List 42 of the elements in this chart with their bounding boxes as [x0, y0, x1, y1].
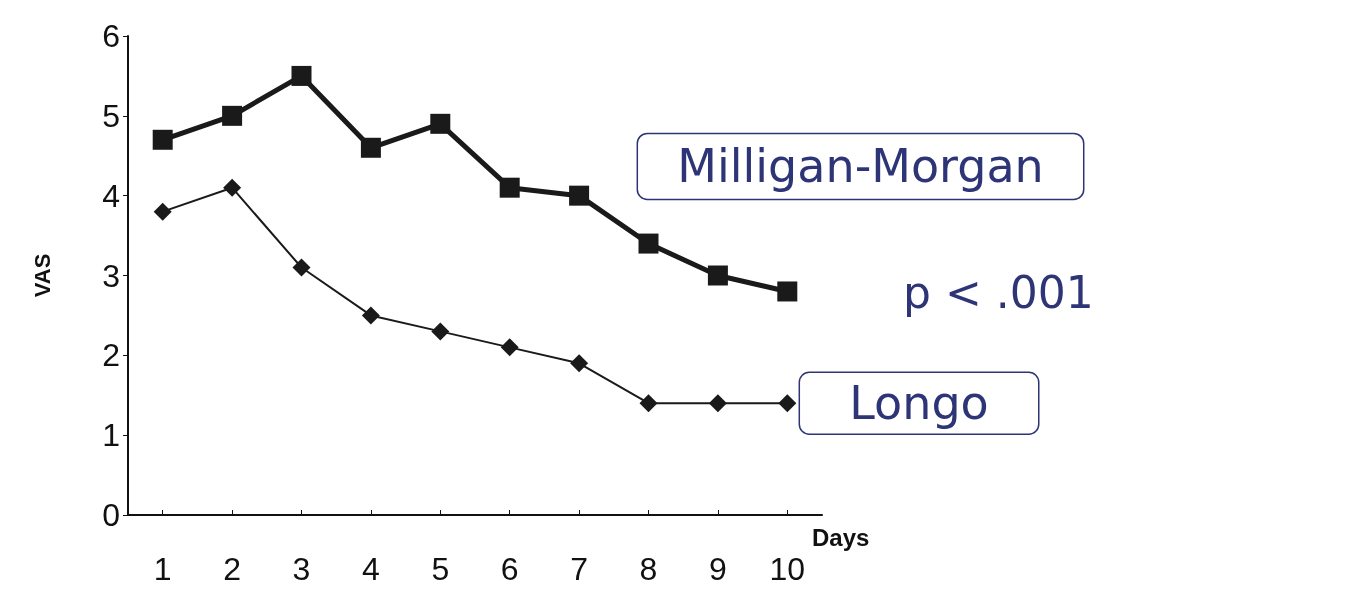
y-tick-label: 6 [102, 18, 120, 54]
point [291, 65, 312, 86]
point [639, 394, 658, 413]
point [778, 394, 797, 413]
x-axis-title: Days [812, 523, 870, 551]
y-axis-title: VAS [29, 253, 55, 298]
y-tick-label: 5 [102, 97, 120, 134]
x-tick-label: 2 [223, 551, 241, 587]
point [499, 177, 520, 198]
point [292, 258, 311, 277]
point [707, 265, 728, 286]
x-tick-label: 7 [570, 551, 588, 587]
point [638, 233, 659, 254]
y-tick-label: 3 [102, 257, 120, 294]
text: p < .001 [903, 266, 1094, 318]
x-tick-label: 5 [431, 551, 450, 587]
y-tick-label: 0 [102, 497, 120, 533]
point [430, 113, 451, 134]
x-tick-label: 10 [769, 551, 806, 587]
y-tick-label: 2 [102, 337, 120, 374]
y-tick-label: 1 [102, 417, 120, 454]
point [570, 354, 589, 373]
point [153, 202, 172, 221]
point [777, 281, 798, 302]
point [431, 322, 450, 341]
series-label: Milligan-Morgan [677, 139, 1044, 194]
point [223, 178, 242, 197]
point [361, 306, 380, 325]
x-tick-label: 8 [639, 551, 658, 587]
x-tick-label: 9 [709, 551, 727, 587]
point [500, 338, 519, 357]
point [360, 137, 381, 158]
x-tick-label: 6 [500, 551, 519, 587]
point [152, 129, 173, 150]
x-tick-label: 4 [362, 551, 380, 587]
point [222, 105, 243, 126]
x-tick-label: 3 [292, 551, 311, 587]
point [708, 394, 727, 413]
point [569, 185, 590, 206]
y-tick-label: 4 [102, 177, 120, 214]
series-label: Longo [849, 376, 989, 431]
x-tick-label: 1 [153, 551, 172, 587]
